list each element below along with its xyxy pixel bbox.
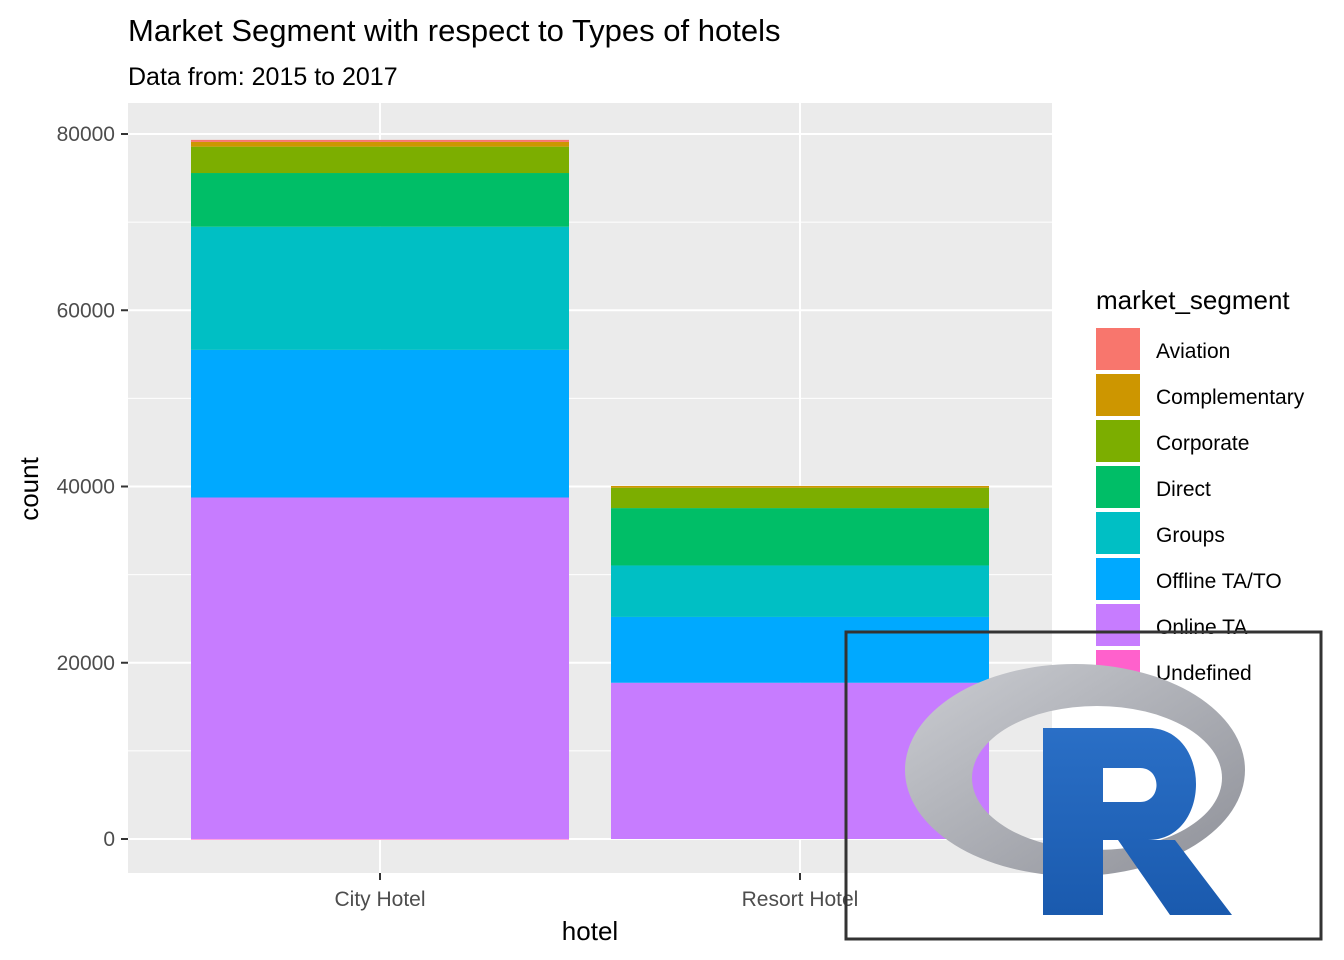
y-tick-label: 80000	[57, 123, 115, 146]
legend-swatch	[1096, 420, 1140, 462]
legend-swatch	[1096, 604, 1140, 646]
y-axis-title: count	[14, 456, 44, 520]
bar-segment	[191, 139, 569, 142]
x-tick-label: Resort Hotel	[742, 888, 859, 911]
logo-ring	[905, 664, 1245, 876]
x-axis-title: hotel	[562, 916, 618, 946]
bar-segment	[191, 173, 569, 227]
bar-segment	[191, 141, 569, 147]
y-tick-label: 20000	[57, 652, 115, 675]
legend-swatch	[1096, 466, 1140, 508]
chart-subtitle: Data from: 2015 to 2017	[128, 63, 398, 91]
bar-segment	[611, 485, 989, 488]
legend: Aviation Complementary Corporate Direct Grou…	[1096, 328, 1305, 692]
bar-segment	[611, 565, 989, 617]
bar-segment	[611, 616, 989, 683]
logo-letter-r	[1043, 728, 1232, 915]
bars	[191, 139, 989, 840]
x-axis: City Hotel Resort Hotel	[334, 873, 858, 911]
legend-swatch	[1096, 374, 1140, 416]
x-tick-label: City Hotel	[334, 888, 425, 911]
logo-frame	[844, 630, 1323, 941]
bar-segment	[191, 226, 569, 350]
legend-swatch	[1096, 328, 1140, 370]
legend-label: Online TA	[1156, 616, 1247, 639]
legend-label: Aviation	[1156, 340, 1230, 363]
y-tick-label: 0	[103, 828, 115, 851]
chart-title: Market Segment with respect to Types of …	[128, 13, 780, 48]
legend-swatch	[1096, 558, 1140, 600]
legend-label: Offline TA/TO	[1156, 570, 1282, 593]
r-logo-overlay	[844, 630, 1323, 941]
legend-label: Undefined	[1156, 662, 1252, 685]
bar-segment	[191, 838, 569, 840]
legend-label: Groups	[1156, 524, 1225, 547]
legend-title: market_segment	[1096, 285, 1290, 315]
bar-segment	[611, 487, 989, 509]
bar-segment	[191, 497, 569, 839]
legend-label: Complementary	[1156, 386, 1305, 409]
legend-swatch	[1096, 512, 1140, 554]
bar-segment	[191, 349, 569, 498]
y-axis: 0 20000 40000 60000 80000	[57, 123, 128, 851]
bar-segment	[191, 146, 569, 174]
y-tick-label: 40000	[57, 476, 115, 499]
bar-segment	[611, 508, 989, 566]
legend-label: Corporate	[1156, 432, 1249, 455]
legend-label: Direct	[1156, 478, 1211, 501]
y-tick-label: 60000	[57, 299, 115, 322]
